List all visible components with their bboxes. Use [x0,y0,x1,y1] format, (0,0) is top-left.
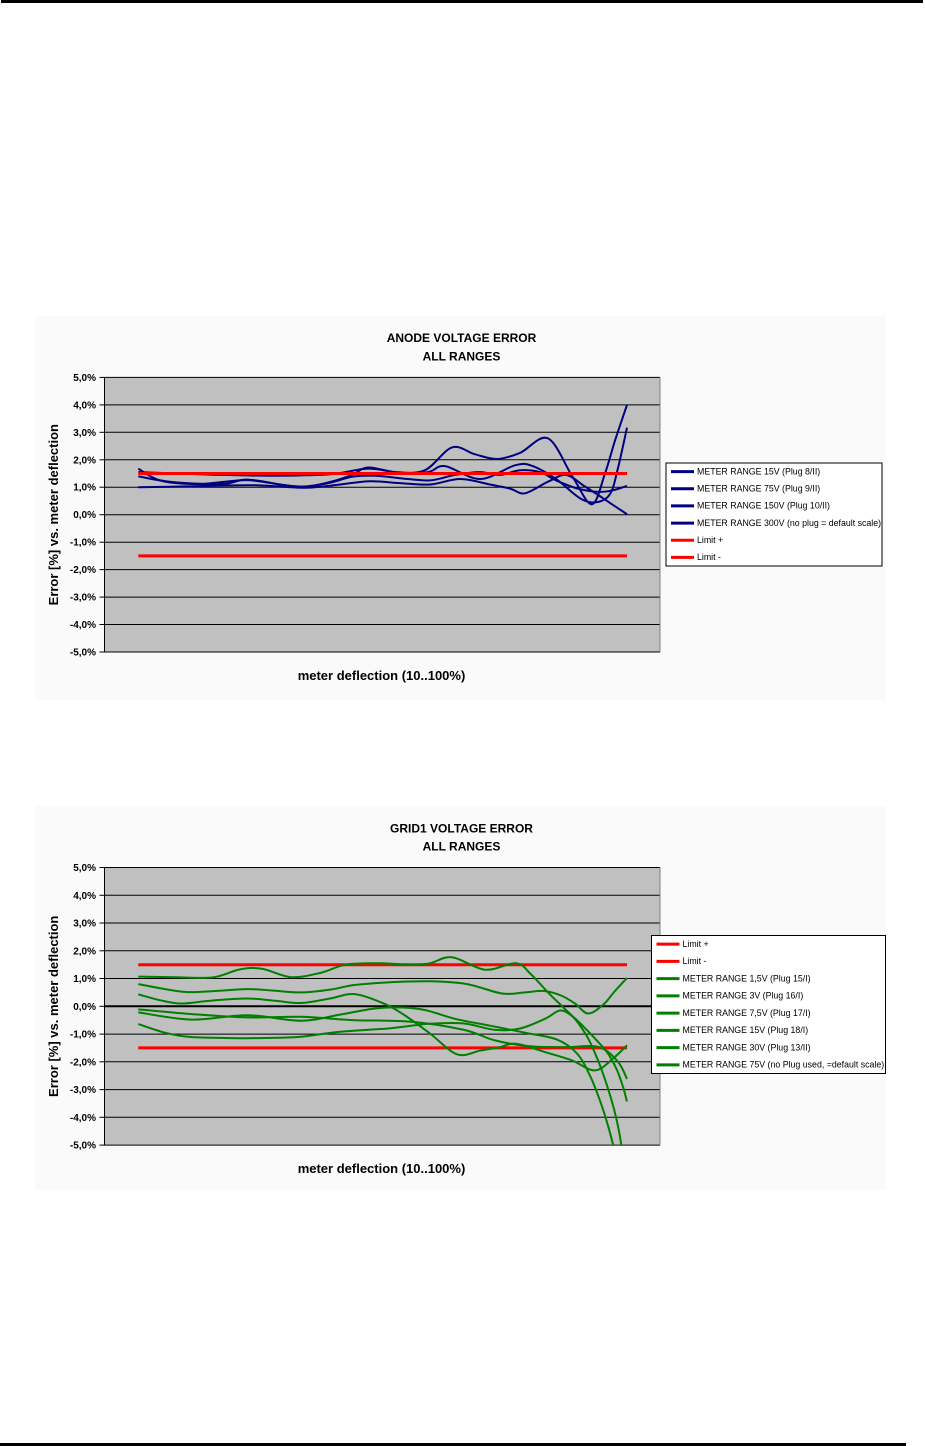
svg-text:ALL RANGES: ALL RANGES [423,840,501,854]
svg-text:-5,0%: -5,0% [70,648,96,659]
svg-text:Limit -: Limit - [697,552,721,562]
svg-text:-4,0%: -4,0% [70,1113,96,1124]
svg-text:1,0%: 1,0% [73,483,96,494]
svg-text:METER RANGE 1,5V (Plug 15/I): METER RANGE 1,5V (Plug 15/I) [683,973,811,983]
svg-text:-1,0%: -1,0% [70,1030,96,1041]
svg-text:Limit +: Limit + [697,535,723,545]
svg-text:-1,0%: -1,0% [70,538,96,549]
svg-text:METER RANGE 15V (Plug 8/II): METER RANGE 15V (Plug 8/II) [697,466,820,476]
svg-text:0,0%: 0,0% [73,1002,96,1013]
svg-text:METER RANGE 300V (no plug = de: METER RANGE 300V (no plug = default scal… [697,518,881,528]
svg-text:-2,0%: -2,0% [70,565,96,576]
svg-text:-3,0%: -3,0% [70,593,96,604]
svg-text:METER RANGE 75V (Plug 9/II): METER RANGE 75V (Plug 9/II) [697,484,820,494]
svg-text:3,0%: 3,0% [73,428,96,439]
svg-text:Error [%] vs. meter deflection: Error [%] vs. meter deflection [46,424,61,605]
svg-text:METER RANGE 3V (Plug 16/I): METER RANGE 3V (Plug 16/I) [683,991,804,1001]
svg-text:GRID1 VOLTAGE ERROR: GRID1 VOLTAGE ERROR [390,821,533,835]
svg-text:0,0%: 0,0% [73,510,96,521]
svg-text:METER RANGE 30V (Plug 13/II): METER RANGE 30V (Plug 13/II) [683,1042,811,1052]
svg-text:5,0%: 5,0% [73,373,96,384]
svg-text:ALL RANGES: ALL RANGES [423,349,501,363]
svg-text:2,0%: 2,0% [73,946,96,957]
svg-text:METER RANGE 75V (no Plug used,: METER RANGE 75V (no Plug used, =default … [683,1060,885,1070]
svg-text:5,0%: 5,0% [73,863,96,874]
svg-text:-2,0%: -2,0% [70,1057,96,1068]
svg-text:4,0%: 4,0% [73,400,96,411]
svg-text:Error [%] vs. meter deflection: Error [%] vs. meter deflection [46,916,61,1097]
svg-text:-5,0%: -5,0% [70,1141,96,1152]
svg-text:Limit -: Limit - [683,956,707,966]
svg-text:ANODE VOLTAGE ERROR: ANODE VOLTAGE ERROR [387,331,537,345]
svg-text:3,0%: 3,0% [73,919,96,930]
svg-text:2,0%: 2,0% [73,455,96,466]
svg-text:METER RANGE 15V (Plug 18/I): METER RANGE 15V (Plug 18/I) [683,1025,809,1035]
svg-text:METER RANGE 7,5V (Plug 17/I): METER RANGE 7,5V (Plug 17/I) [683,1008,811,1018]
svg-text:4,0%: 4,0% [73,891,96,902]
svg-text:-3,0%: -3,0% [70,1085,96,1096]
svg-text:1,0%: 1,0% [73,974,96,985]
svg-text:Limit +: Limit + [683,939,709,949]
svg-text:meter deflection (10..100%): meter deflection (10..100%) [298,668,466,683]
svg-text:meter deflection (10..100%): meter deflection (10..100%) [298,1161,466,1176]
svg-text:-4,0%: -4,0% [70,620,96,631]
svg-text:METER RANGE 150V (Plug 10/II): METER RANGE 150V (Plug 10/II) [697,501,830,511]
